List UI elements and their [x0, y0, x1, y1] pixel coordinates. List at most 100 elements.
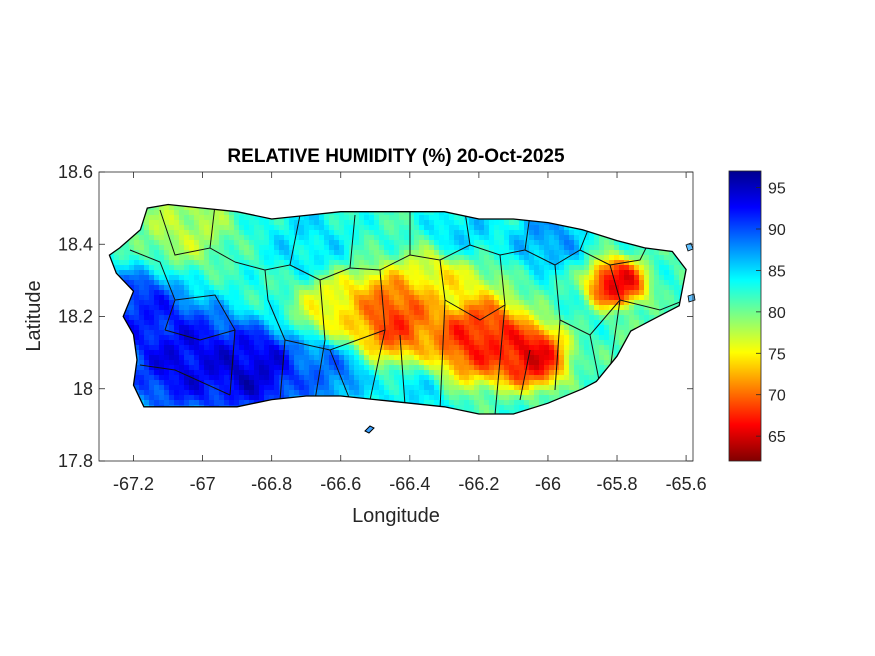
humidity-cell	[414, 350, 420, 356]
humidity-cell	[194, 270, 200, 276]
humidity-cell	[519, 395, 525, 401]
humidity-cell	[539, 355, 545, 361]
humidity-cell	[499, 230, 505, 236]
humidity-cell	[339, 365, 345, 371]
humidity-cell	[524, 290, 530, 296]
humidity-cell	[459, 230, 465, 236]
humidity-cell	[249, 385, 255, 391]
humidity-cell	[594, 270, 600, 276]
humidity-cell	[314, 220, 320, 226]
humidity-cell	[494, 370, 500, 376]
humidity-cell	[254, 250, 260, 256]
humidity-cell	[409, 280, 415, 286]
humidity-cell	[579, 345, 585, 351]
humidity-cell	[474, 380, 480, 386]
humidity-cell	[464, 355, 470, 361]
humidity-cell	[209, 345, 215, 351]
humidity-cell	[374, 295, 380, 301]
humidity-cell	[224, 350, 230, 356]
humidity-cell	[119, 275, 125, 281]
humidity-cell	[214, 365, 220, 371]
humidity-cell	[564, 295, 570, 301]
humidity-cell	[454, 240, 460, 246]
humidity-cell	[249, 400, 255, 406]
humidity-cell	[394, 290, 400, 296]
humidity-cell	[519, 380, 525, 386]
humidity-cell	[589, 265, 595, 271]
humidity-cell	[414, 315, 420, 321]
humidity-cell	[269, 330, 275, 336]
humidity-cell	[144, 210, 150, 216]
humidity-cell	[204, 235, 210, 241]
humidity-cell	[379, 295, 385, 301]
humidity-cell	[419, 345, 425, 351]
humidity-cell	[264, 220, 270, 226]
humidity-cell	[274, 340, 280, 346]
humidity-cell	[159, 335, 165, 341]
humidity-cell	[164, 320, 170, 326]
humidity-cell	[144, 245, 150, 251]
humidity-cell	[194, 230, 200, 236]
humidity-cell	[444, 360, 450, 366]
humidity-cell	[254, 375, 260, 381]
humidity-cell	[559, 285, 565, 291]
humidity-cell	[499, 410, 505, 414]
humidity-cell	[539, 295, 545, 301]
humidity-cell	[399, 395, 405, 401]
humidity-cell	[189, 225, 195, 231]
humidity-cell	[504, 385, 510, 391]
humidity-cell	[559, 265, 565, 271]
humidity-cell	[144, 325, 150, 331]
humidity-cell	[599, 285, 605, 291]
humidity-cell	[309, 385, 315, 391]
humidity-cell	[529, 380, 535, 386]
humidity-cell	[359, 305, 365, 311]
humidity-cell	[189, 330, 195, 336]
humidity-cell	[479, 280, 485, 286]
humidity-cell	[284, 330, 290, 336]
humidity-cell	[504, 380, 510, 386]
humidity-cell	[589, 360, 595, 366]
humidity-cell	[304, 325, 310, 331]
humidity-cell	[544, 280, 550, 286]
humidity-cell	[409, 385, 415, 391]
humidity-cell	[164, 230, 170, 236]
humidity-cell	[514, 220, 520, 226]
humidity-cell	[309, 235, 315, 241]
humidity-cell	[579, 275, 585, 281]
humidity-cell	[454, 220, 460, 226]
humidity-cell	[164, 300, 170, 306]
humidity-cell	[264, 265, 270, 271]
humidity-cell	[284, 240, 290, 246]
humidity-cell	[409, 350, 415, 356]
humidity-cell	[179, 275, 185, 281]
humidity-cell	[514, 265, 520, 271]
humidity-cell	[199, 350, 205, 356]
humidity-cell	[384, 235, 390, 241]
humidity-cell	[234, 320, 240, 326]
humidity-cell	[144, 250, 150, 256]
humidity-cell	[164, 345, 170, 351]
humidity-cell	[469, 370, 475, 376]
humidity-cell	[334, 225, 340, 231]
humidity-cell	[209, 280, 215, 286]
humidity-cell	[404, 275, 410, 281]
humidity-cell	[259, 250, 265, 256]
humidity-cell	[209, 315, 215, 321]
humidity-cell	[199, 315, 205, 321]
humidity-cell	[219, 395, 225, 401]
humidity-cell	[174, 250, 180, 256]
humidity-cell	[544, 260, 550, 266]
humidity-cell	[594, 255, 600, 261]
humidity-cell	[449, 250, 455, 256]
humidity-cell	[164, 330, 170, 336]
humidity-cell	[259, 390, 265, 396]
humidity-cell	[479, 410, 485, 414]
humidity-cell	[544, 395, 550, 401]
humidity-cell	[209, 360, 215, 366]
humidity-cell	[534, 265, 540, 271]
humidity-cell	[234, 360, 240, 366]
humidity-cell	[509, 225, 515, 231]
humidity-cell	[419, 355, 425, 361]
humidity-cell	[154, 210, 160, 216]
